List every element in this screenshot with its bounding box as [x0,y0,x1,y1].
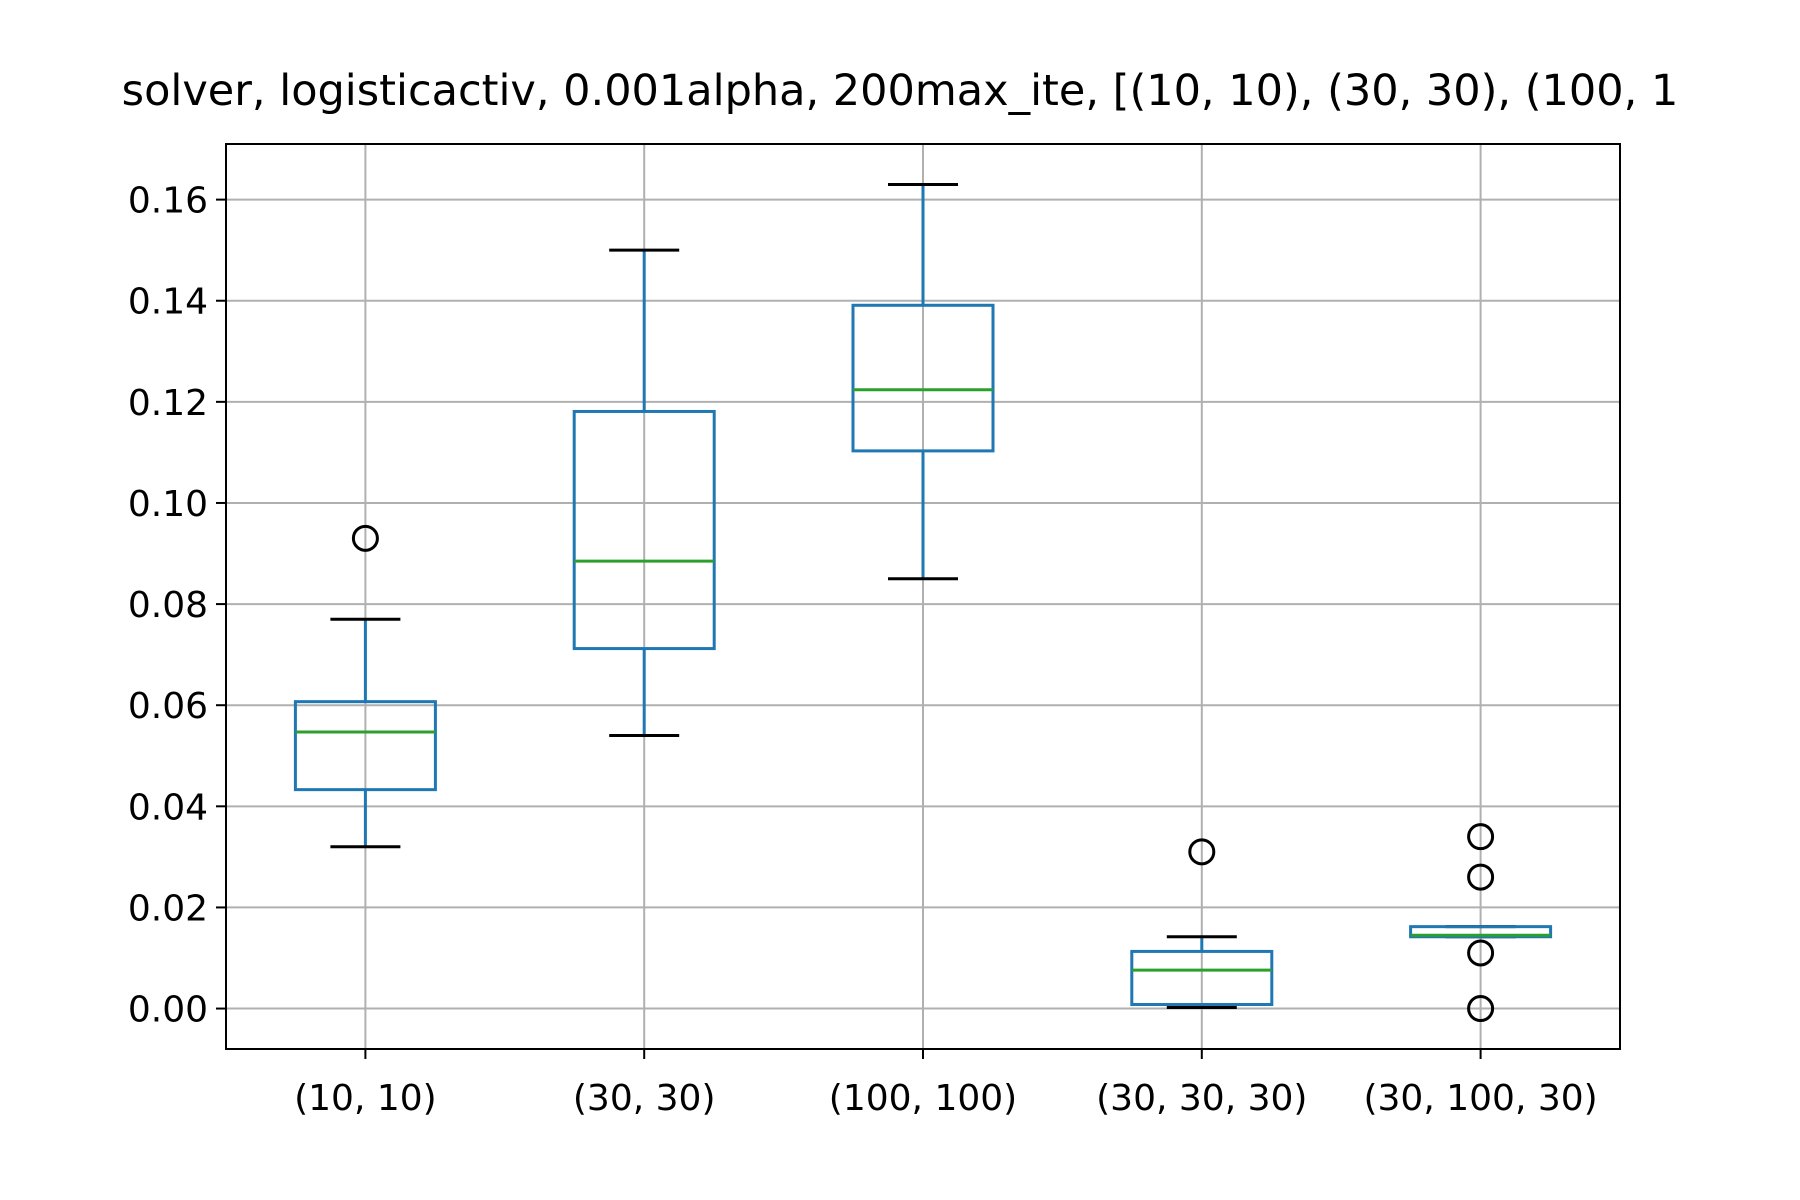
outlier-point [1467,863,1495,891]
box-group [293,524,437,849]
outlier-point [1467,823,1495,851]
x-tick-label: (10, 10) [294,1078,437,1119]
outlier-point [1467,995,1495,1023]
box-group [1409,823,1553,1023]
y-tick-label: 0.02 [128,888,208,929]
iqr-box [572,409,716,651]
iqr-box [293,700,437,792]
x-tick-label: (100, 100) [829,1078,1017,1119]
y-tick-label: 0.16 [128,181,208,222]
iqr-box [851,303,995,453]
plot-area-frame [225,143,1621,1050]
x-tick-label: (30, 30) [573,1078,716,1119]
iqr-box [1130,949,1274,1007]
box-group [572,248,716,738]
iqr-box [1409,925,1553,939]
box-group [1130,838,1274,1010]
y-tick-label: 0.06 [128,686,208,727]
boxes [293,182,1553,1023]
outlier-point [351,524,379,552]
axes: 0.00 0.02 0.04 0.06 0.08 0.10 0.12 0.14 0.16 (10,… [128,181,1598,1119]
box-group [851,182,995,581]
outlier-point [1188,838,1216,866]
y-tick-label: 0.10 [128,484,208,525]
y-tick-label: 0.14 [128,282,208,323]
x-tick-label: (30, 100, 30) [1363,1078,1597,1119]
y-tick-label: 0.04 [128,787,208,828]
x-tick-label: (30, 30, 30) [1096,1078,1307,1119]
outlier-point [1467,939,1495,967]
y-tick-label: 0.00 [128,990,208,1031]
y-tick-label: 0.08 [128,585,208,626]
y-tick-label: 0.12 [128,383,208,424]
chart-title: solver, logisticactiv, 0.001alpha, 200ma… [122,66,1679,116]
